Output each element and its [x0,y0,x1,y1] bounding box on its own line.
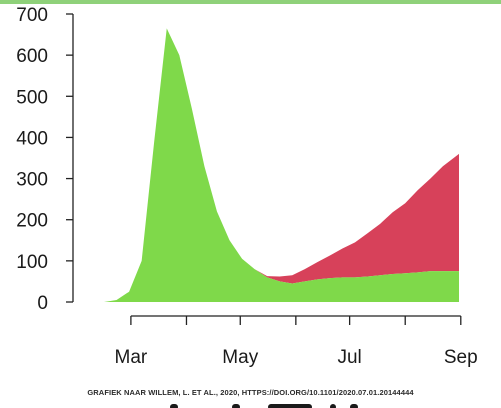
cut-off-caption [0,402,501,408]
source-credit: GRAFIEK NAAR WILLEM, L. ET AL., 2020, HT… [87,388,414,397]
x-tick-label: Sep [444,347,478,368]
series-1-area [104,28,459,303]
y-tick-label: 600 [16,46,48,67]
y-tick-label: 300 [16,170,48,191]
y-tick-label: 500 [16,87,48,108]
y-tick-label: 0 [37,293,48,314]
series-2-area [104,28,459,303]
y-tick-label: 700 [16,5,48,26]
stacked-area-chart: 0 100 200 300 400 500 600 700 Mar May Jul Sep [16,5,477,368]
axes: 0 100 200 300 400 500 600 700 Mar May Jul Sep [16,5,477,368]
x-tick-label: May [222,347,258,368]
x-tick-label: Jul [337,347,361,368]
plot-area [104,28,459,303]
x-tick-label: Mar [115,347,148,368]
y-tick-label: 100 [16,252,48,273]
top-border-stripe [0,0,501,4]
y-tick-label: 400 [16,128,48,149]
y-tick-label: 200 [16,211,48,232]
